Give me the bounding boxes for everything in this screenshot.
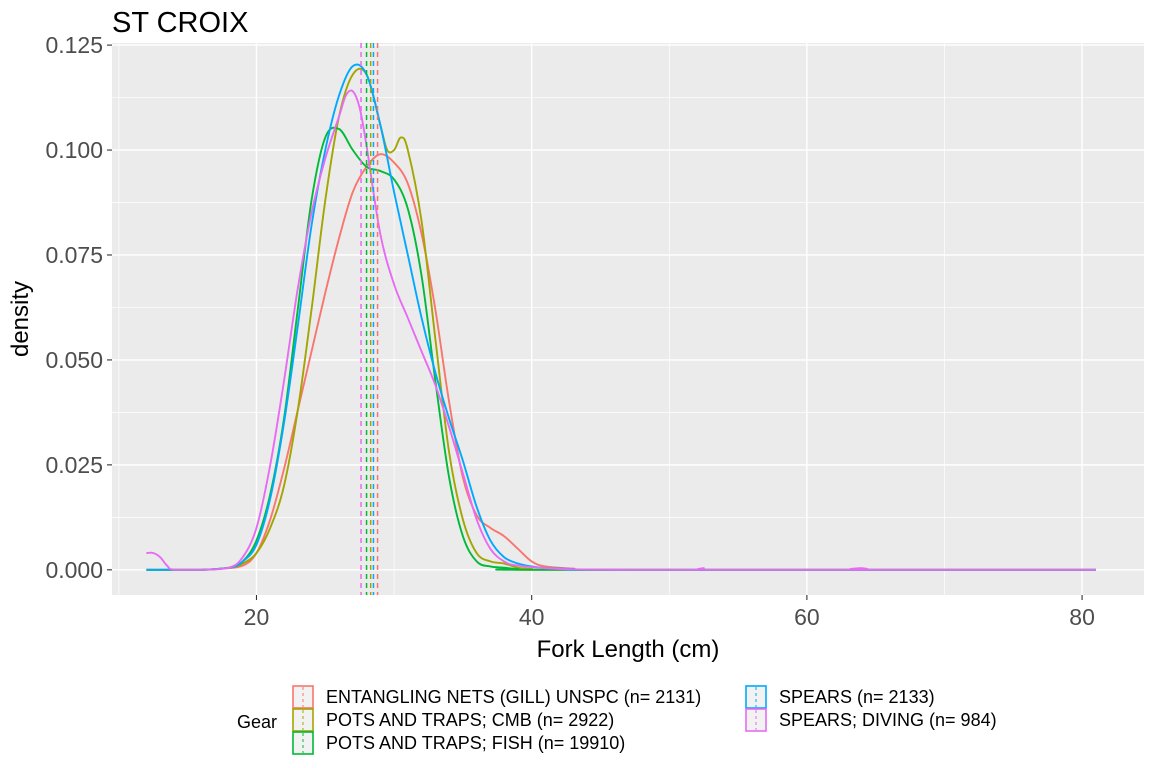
legend-key-series-4 xyxy=(745,685,767,709)
legend-key-series-3 xyxy=(292,731,314,755)
legend-label-series-5: SPEARS; DIVING (n= 984) xyxy=(779,710,997,730)
x-axis-title: Fork Length (cm) xyxy=(537,636,720,663)
legend-label-series-4: SPEARS (n= 2133) xyxy=(779,687,935,707)
y-tick-label: 0.000 xyxy=(45,557,103,583)
density-line-series-5 xyxy=(146,89,1096,571)
y-tick-label: 0.050 xyxy=(45,347,103,373)
density-line-series-2 xyxy=(146,67,1096,571)
x-tick-label: 40 xyxy=(519,604,545,630)
x-tick-label: 80 xyxy=(1069,604,1095,630)
y-tick-label: 0.075 xyxy=(45,242,103,268)
legend-label-series-3: POTS AND TRAPS; FISH (n= 19910) xyxy=(326,733,625,753)
legend-label-series-1: ENTANGLING NETS (GILL) UNSPC (n= 2131) xyxy=(326,687,701,707)
mean-lines xyxy=(360,43,379,595)
y-tick-label: 0.125 xyxy=(45,32,103,58)
density-curves xyxy=(146,63,1096,571)
plot-panel xyxy=(112,43,1144,595)
axes: 0.000 0.025 0.050 0.075 0.100 0.125 20 40 60 80 xyxy=(45,32,1094,630)
legend-key-series-5 xyxy=(745,708,767,732)
x-tick-label: 20 xyxy=(244,604,270,630)
legend: Gear ENTANGLING NETS (GILL) UNSPC (n= 21… xyxy=(237,685,997,755)
y-axis-title: density xyxy=(7,281,34,357)
y-tick-label: 0.100 xyxy=(45,137,103,163)
y-tick-label: 0.025 xyxy=(45,452,103,478)
density-line-series-3 xyxy=(146,126,1096,571)
chart-title: ST CROIX xyxy=(112,7,248,39)
legend-key-series-1 xyxy=(292,685,314,709)
legend-key-series-2 xyxy=(292,708,314,732)
legend-label-series-2: POTS AND TRAPS; CMB (n= 2922) xyxy=(326,710,614,730)
legend-title: Gear xyxy=(237,712,277,732)
x-tick-label: 60 xyxy=(794,604,820,630)
